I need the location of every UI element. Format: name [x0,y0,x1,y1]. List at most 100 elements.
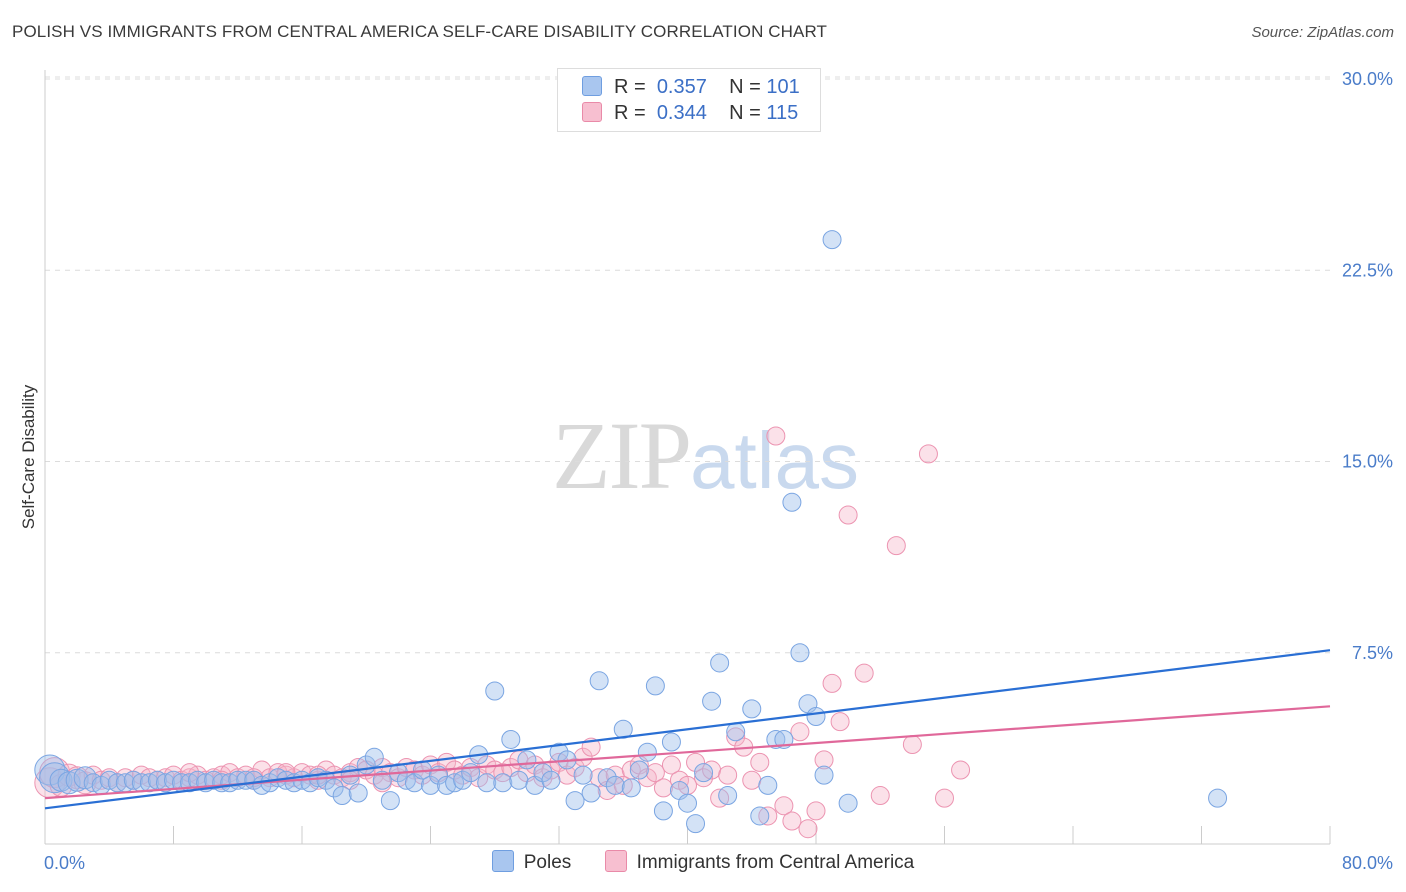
data-point-poles [605,775,625,795]
data-point-poles [573,765,593,785]
data-point-poles [445,773,465,793]
data-point-poles [316,770,336,790]
trend-line-poles [44,649,1331,810]
data-point-poles [597,768,617,788]
data-point-poles [485,681,505,701]
data-point-poles [653,801,673,821]
data-point-central-america [838,505,858,525]
data-point-poles [348,783,368,803]
data-point-central-america [565,758,585,777]
data-point-poles [814,765,834,785]
data-point-central-america [645,763,665,783]
data-point-poles [220,773,240,793]
data-point-poles [645,676,665,696]
data-point-poles [806,707,826,726]
data-point-poles [107,773,127,793]
data-point-poles [477,773,497,793]
data-point-poles [541,770,561,790]
data-point-central-america [694,768,714,788]
legend-r-value-poles: 0.357 [656,76,707,98]
data-point-poles [421,775,440,795]
data-point-central-america [902,735,922,755]
data-point-poles [766,729,786,749]
data-point-poles [581,783,601,803]
data-point-central-america [766,426,786,446]
y-tick-label: 30.0% [1342,69,1393,89]
data-point-poles [790,643,810,663]
source-note: Source: ZipAtlas.com [1251,24,1394,41]
data-point-poles [621,778,641,798]
x-tick-label: 0.0% [44,853,85,873]
y-tick-label: 7.5% [1352,643,1393,663]
data-point-central-america [613,775,633,795]
data-point-central-america [854,663,874,683]
legend-swatch-poles [491,850,514,872]
y-axis-label: Self-Care Disability [19,384,38,529]
data-point-poles [501,729,521,749]
data-point-poles [453,770,473,790]
legend-label-poles: Poles [523,852,572,873]
data-point-central-america [653,778,673,798]
legend-item-poles[interactable]: Poles [491,850,572,874]
legend-label-central-america: Immigrants from Central America [636,852,915,873]
legend-row-central-america: R = 0.344 N = 115 [582,102,798,128]
data-point-central-america [935,788,954,808]
legend-swatch-central-america [582,102,602,122]
grid-lines [45,76,1330,654]
legend-r-label: R = [614,102,646,124]
data-point-poles [65,768,89,792]
chart-title: POLISH VS IMMIGRANTS FROM CENTRAL AMERIC… [12,22,828,41]
data-point-poles [332,786,352,806]
data-point-poles [493,773,513,793]
data-point-central-america [750,752,770,772]
watermark-atlas: atlas [690,416,859,505]
data-point-poles [637,742,657,762]
data-point-poles [364,747,384,767]
data-point-poles [49,768,73,792]
data-point-poles [686,814,706,834]
data-point-poles [702,691,722,711]
trend-lines [44,649,1331,810]
data-point-central-america [91,770,111,790]
legend-swatch-central-america [604,850,627,872]
data-point-central-america [790,722,810,742]
series-poles-points [34,87,1228,834]
data-point-poles [710,653,730,673]
axes [44,70,1331,845]
data-point-poles [83,773,103,793]
data-point-poles [589,671,609,691]
data-point-central-america [918,444,938,464]
tick-labels: 7.5% 15.0% 22.5% 30.0% 0.0% 80.0% Self-Care Di… [19,69,1393,873]
legend-row-poles: R = 0.357 N = 101 [582,76,800,102]
data-point-poles [517,750,537,770]
data-point-poles [782,492,802,512]
x-tick-label: 80.0% [1342,853,1393,873]
data-point-poles [99,770,119,790]
data-point-poles [324,778,344,798]
data-point-central-america [806,801,826,821]
legend-n-value-poles: 101 [766,76,800,98]
data-point-central-america [951,760,971,780]
legend-n-value-central-america: 115 [766,102,799,124]
data-point-poles [661,732,681,752]
data-point-central-america [782,811,802,831]
data-point-poles [372,770,392,790]
data-point-central-america [798,819,818,839]
data-point-central-america [686,752,706,772]
data-point-poles [750,806,770,826]
data-point-central-america [758,806,778,826]
legend-item-central-america[interactable]: Immigrants from Central America [604,850,915,874]
data-point-poles [822,230,842,250]
legend-r-value-central-america: 0.344 [656,102,707,124]
data-point-central-america [886,536,906,556]
data-point-poles [629,760,649,780]
data-point-poles [509,770,529,790]
data-point-central-america [822,673,842,693]
y-tick-label: 15.0% [1342,452,1393,472]
y-tick-label: 22.5% [1342,260,1393,280]
watermark: ZIPatlas [552,400,859,511]
data-point-central-america [726,727,746,747]
data-point-poles [123,770,143,790]
watermark-zip: ZIP [552,402,692,509]
